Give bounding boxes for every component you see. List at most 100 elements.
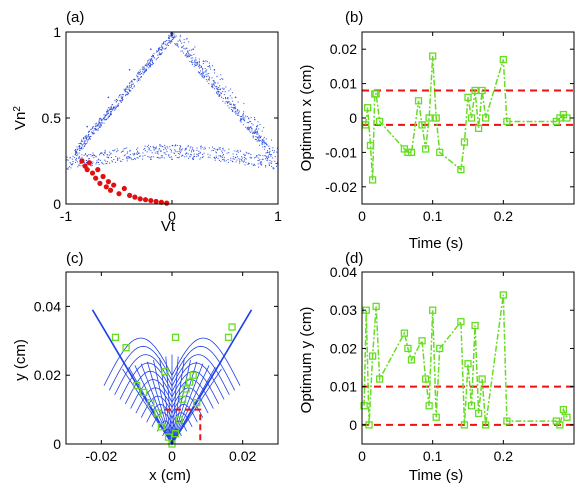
panel-c-marker xyxy=(193,399,201,407)
panel-a-background-dot xyxy=(203,148,205,150)
panel-a-background-dot xyxy=(234,150,236,152)
panel-a-background-dot xyxy=(129,90,131,92)
panel-d-point xyxy=(503,417,511,425)
panel-a-background-dot xyxy=(239,120,241,122)
panel-a-background-dot xyxy=(208,62,210,64)
panel-a-background-dot xyxy=(101,161,103,163)
panel-a-background-dot xyxy=(198,61,200,63)
panel-a-background-dot xyxy=(126,160,128,162)
panel-a-background-dot xyxy=(204,146,206,148)
panel-a-background-dot xyxy=(144,68,146,70)
panel-a-background-dot xyxy=(163,152,165,154)
panel-a-background-dot xyxy=(160,151,162,153)
panel-a-background-dot xyxy=(205,60,207,62)
panel-a-background-dot xyxy=(258,166,260,168)
panel-a-background-dot xyxy=(214,86,216,88)
panel-a-background-dot xyxy=(181,148,183,150)
panel-a-background-dot xyxy=(251,127,253,129)
panel-a-background-dot xyxy=(67,159,69,161)
panel-a-background-dot xyxy=(111,108,113,110)
panel-a-background-dot xyxy=(79,149,81,151)
panel-d-point xyxy=(407,356,416,364)
panel-a-background-dot xyxy=(250,117,252,119)
panel-a-background-dot xyxy=(246,116,248,118)
panel-a-background-dot xyxy=(79,148,81,150)
panel-a-background-dot xyxy=(127,156,129,158)
panel-b-label: (b) xyxy=(345,9,363,26)
panel-a-background-dot xyxy=(161,52,163,54)
panel-a-background-dot xyxy=(194,64,196,66)
panel-a-background-dot xyxy=(179,152,181,154)
panel-a-background-dot xyxy=(110,111,112,113)
panel-c-mesh-ray xyxy=(122,368,173,445)
panel-a-background-dot xyxy=(103,154,105,156)
panel-a-background-dot xyxy=(153,148,155,150)
panel-a-background-dot xyxy=(145,70,147,72)
panel-a-background-dot xyxy=(242,115,244,117)
panel-a-background-dot xyxy=(222,155,224,157)
panel-a-background-dot xyxy=(99,125,101,127)
panel-a-background-dot xyxy=(148,67,150,69)
panel-a-background-dot xyxy=(240,118,242,120)
panel-a-background-dot xyxy=(141,66,143,68)
panel-a-background-dot xyxy=(236,150,238,152)
panel-a-background-dot xyxy=(255,139,257,141)
panel-a-background-dot xyxy=(191,61,193,63)
panel-a-background-point xyxy=(213,156,216,159)
panel-a-background-dot xyxy=(130,157,132,159)
panel-a-background-dot xyxy=(107,107,109,109)
panel-a-background-dot xyxy=(185,54,187,56)
panel-a-background-dot xyxy=(258,138,260,140)
panel-a-background-dot xyxy=(221,152,223,154)
panel-a-background-dot xyxy=(198,67,200,69)
panel-a-background-dot xyxy=(112,109,114,111)
panel-a-background-dot xyxy=(182,52,184,54)
panel-b-point xyxy=(460,138,469,146)
panel-a-background-dot xyxy=(99,119,101,121)
panel-a-background-dot xyxy=(243,153,245,155)
panel-a-background-dot xyxy=(66,156,68,158)
panel-a-highlight-point xyxy=(107,187,114,193)
panel-a-background-dot xyxy=(242,113,244,115)
panel-a-background-dot xyxy=(171,40,173,42)
panel-a-background-dot xyxy=(193,61,195,63)
panel-a-background-dot xyxy=(251,130,253,132)
panel-c-marker xyxy=(157,423,166,431)
panel-a-background-dot xyxy=(70,163,72,165)
panel-a-background-dot xyxy=(83,143,85,145)
panel-a-background-dot xyxy=(120,101,122,103)
panel-a-background-point xyxy=(128,156,131,159)
panel-a-background-dot xyxy=(196,61,198,63)
panel-a-background-dot xyxy=(253,132,255,134)
panel-a-highlight-point xyxy=(116,191,122,197)
panel-a-background-dot xyxy=(211,83,213,85)
panel-a-background-dot xyxy=(86,135,88,137)
panel-a-background-dot xyxy=(77,157,79,159)
panel-a-background-dot xyxy=(104,119,106,121)
panel-a-xtick-label: 0 xyxy=(168,208,176,224)
panel-a-background-dot xyxy=(104,116,106,118)
panel-a-background-dot xyxy=(85,144,87,146)
panel-a-background-dot xyxy=(80,142,82,144)
panel-a-background-dot xyxy=(200,65,202,67)
panel-a-background-dot xyxy=(255,156,257,158)
panel-a-background-dot xyxy=(132,153,134,155)
panel-a-background-dot xyxy=(87,141,89,143)
panel-d-ytick-label: 0.01 xyxy=(330,379,357,395)
panel-a-background-dot xyxy=(110,105,112,107)
panel-a-background-dot xyxy=(268,164,270,166)
panel-a-background-dot xyxy=(167,42,169,44)
panel-a-background-dot xyxy=(193,153,195,155)
panel-a-background-dot xyxy=(220,74,222,76)
panel-a-background-dot xyxy=(181,50,183,52)
panel-a-background-dot xyxy=(112,108,114,110)
panel-a-background-dot xyxy=(125,95,127,97)
panel-a-background-dot xyxy=(110,113,112,115)
panel-a-background-dot xyxy=(74,157,76,159)
panel-a-background-dot xyxy=(158,149,160,151)
panel-a-background-dot xyxy=(133,85,135,87)
panel-a-background-dot xyxy=(215,151,217,153)
panel-c-marker xyxy=(111,333,120,342)
panel-a-background-dot xyxy=(181,42,183,44)
panel-a-background-dot xyxy=(115,106,117,108)
